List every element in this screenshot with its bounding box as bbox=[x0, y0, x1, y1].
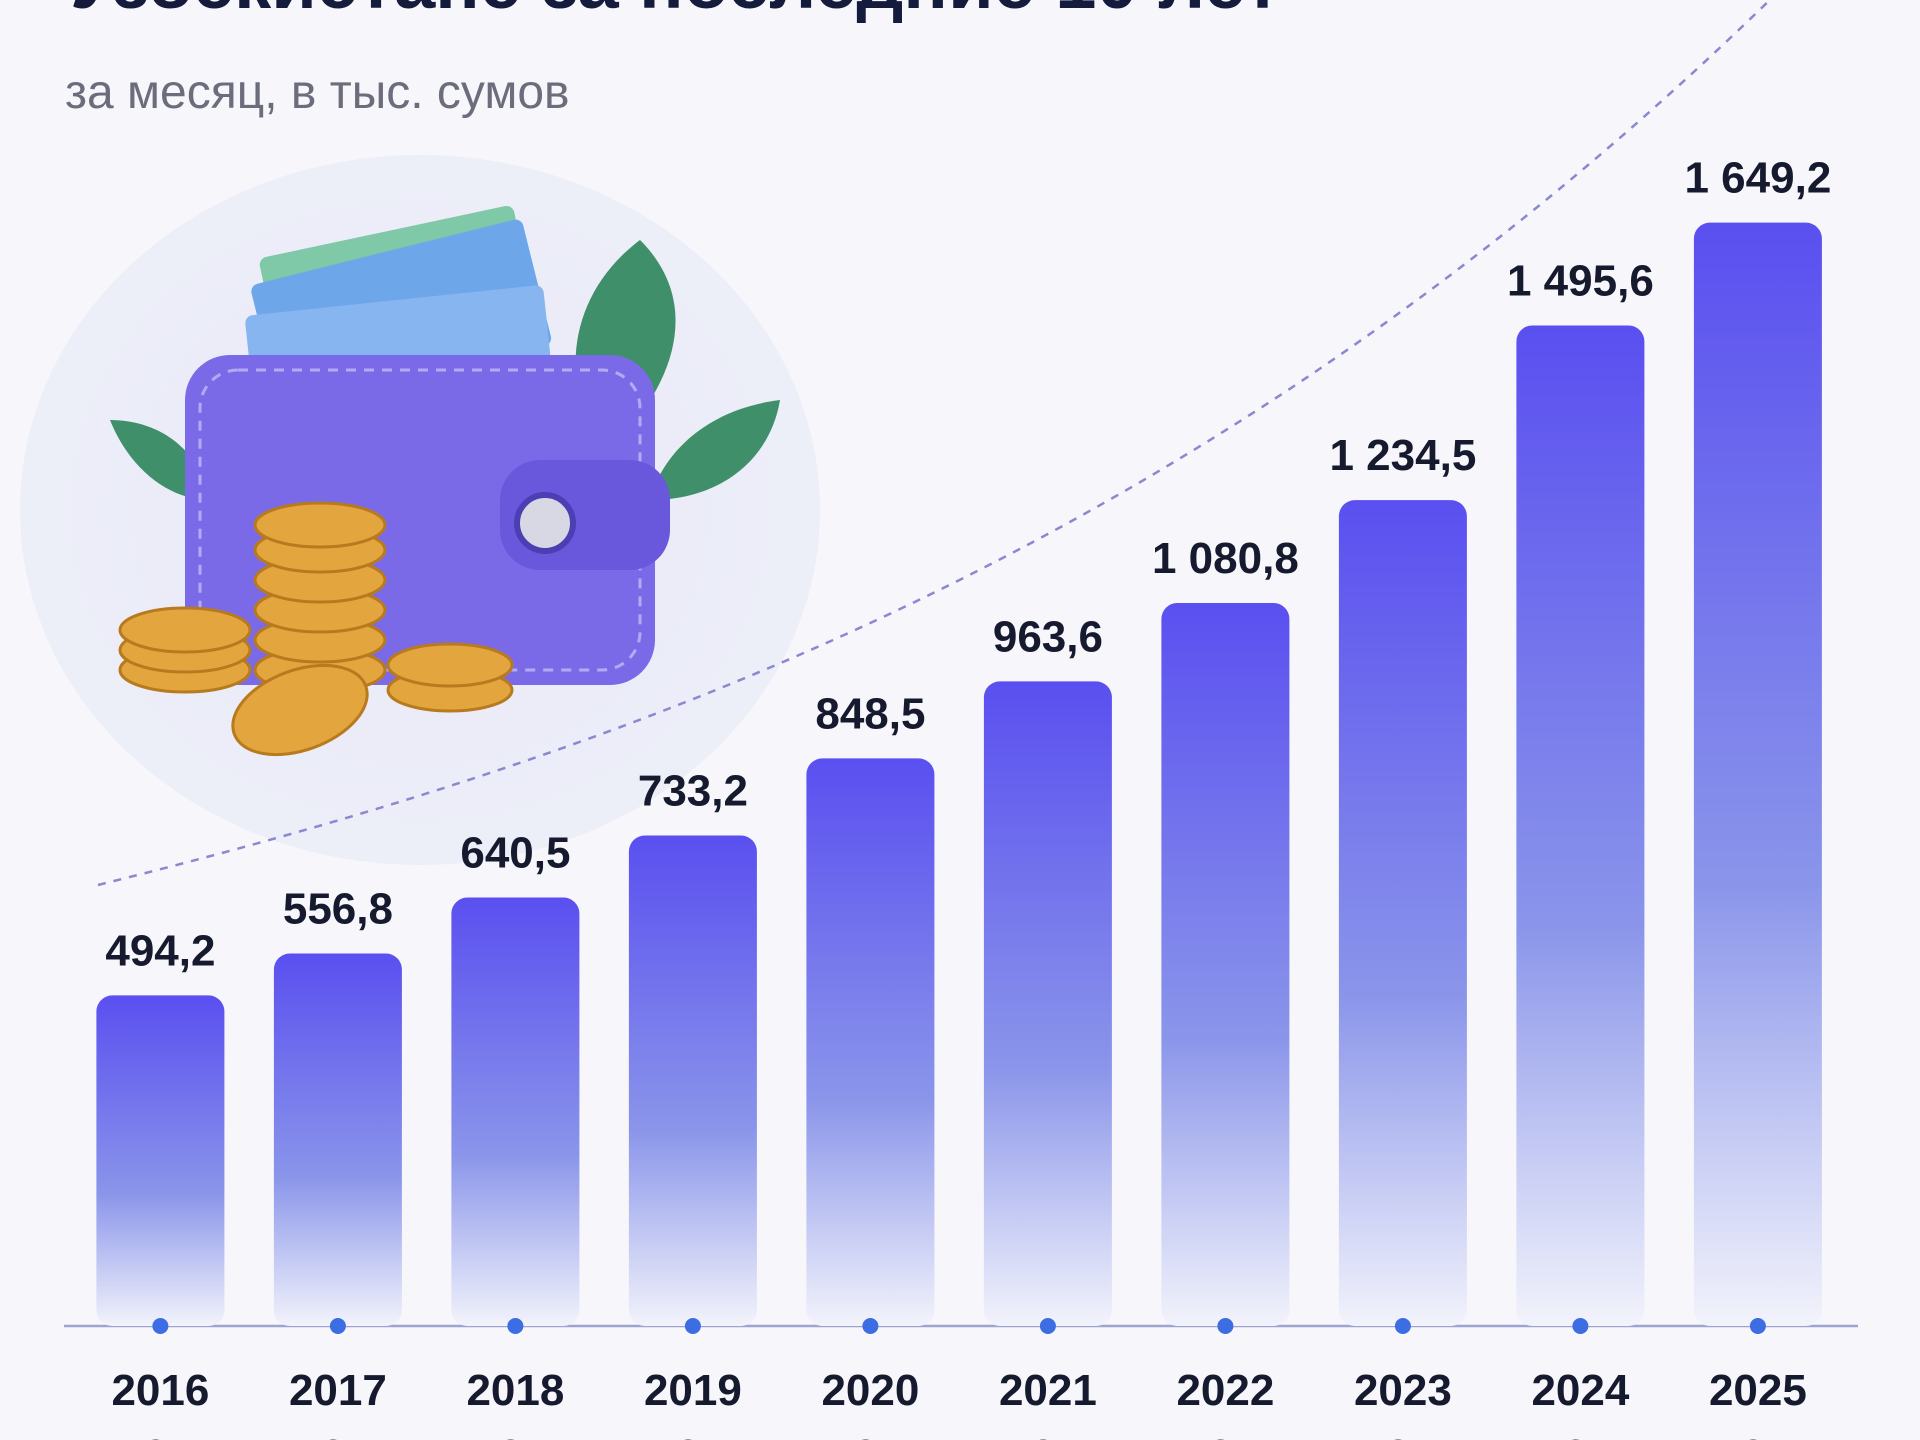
x-tick-label: 2019 год bbox=[643, 1366, 742, 1440]
x-tick-label: 2025 год bbox=[1708, 1366, 1807, 1440]
axis-dot bbox=[1217, 1318, 1234, 1334]
axis-dot bbox=[152, 1318, 169, 1334]
axis-dot bbox=[329, 1318, 346, 1334]
value-label: 494,2 bbox=[105, 926, 215, 975]
value-label: 963,6 bbox=[993, 612, 1103, 661]
bar bbox=[1516, 325, 1645, 1326]
value-label: 556,8 bbox=[283, 885, 393, 934]
value-label: 733,2 bbox=[638, 766, 748, 815]
axis-dot bbox=[684, 1318, 701, 1334]
x-tick-label: 2022 год bbox=[1176, 1366, 1275, 1440]
x-tick-label: 2023 год bbox=[1353, 1366, 1452, 1440]
trend-curve bbox=[97, 0, 1772, 887]
bar bbox=[806, 758, 935, 1326]
value-label: 1 649,2 bbox=[1684, 154, 1831, 203]
axis-dot bbox=[1394, 1318, 1411, 1334]
value-label: 1 234,5 bbox=[1329, 431, 1476, 480]
x-tick-label: 2020 год bbox=[821, 1366, 920, 1440]
x-tick-label: 2018 год bbox=[466, 1366, 565, 1440]
axis-dot bbox=[1039, 1318, 1056, 1334]
bar bbox=[96, 995, 225, 1326]
bar bbox=[1338, 500, 1467, 1326]
axis-dot bbox=[507, 1318, 524, 1334]
bar bbox=[1161, 602, 1290, 1326]
x-tick-label: 2017 год bbox=[288, 1366, 387, 1440]
value-label: 848,5 bbox=[815, 689, 925, 738]
bar bbox=[1693, 222, 1822, 1327]
bar bbox=[628, 835, 757, 1326]
wallet-illustration bbox=[20, 155, 820, 865]
value-label: 1 495,6 bbox=[1507, 256, 1654, 305]
x-tick-label: 2024 год bbox=[1531, 1366, 1630, 1440]
value-label: 640,5 bbox=[460, 829, 570, 878]
x-tick-label: 2021 год bbox=[998, 1366, 1097, 1440]
axis-dot bbox=[1749, 1318, 1766, 1334]
bar bbox=[983, 681, 1112, 1326]
chart-title: Узбекистане за последние 10 лет bbox=[70, 0, 1281, 24]
axis-dot bbox=[862, 1318, 879, 1334]
bar bbox=[451, 897, 580, 1326]
value-label: 1 080,8 bbox=[1152, 534, 1299, 583]
bar bbox=[273, 953, 402, 1326]
axis-dot bbox=[1572, 1318, 1589, 1334]
chart-subtitle: за месяц, в тыс. сумов bbox=[65, 66, 570, 119]
x-tick-label: 2016 год bbox=[111, 1366, 210, 1440]
